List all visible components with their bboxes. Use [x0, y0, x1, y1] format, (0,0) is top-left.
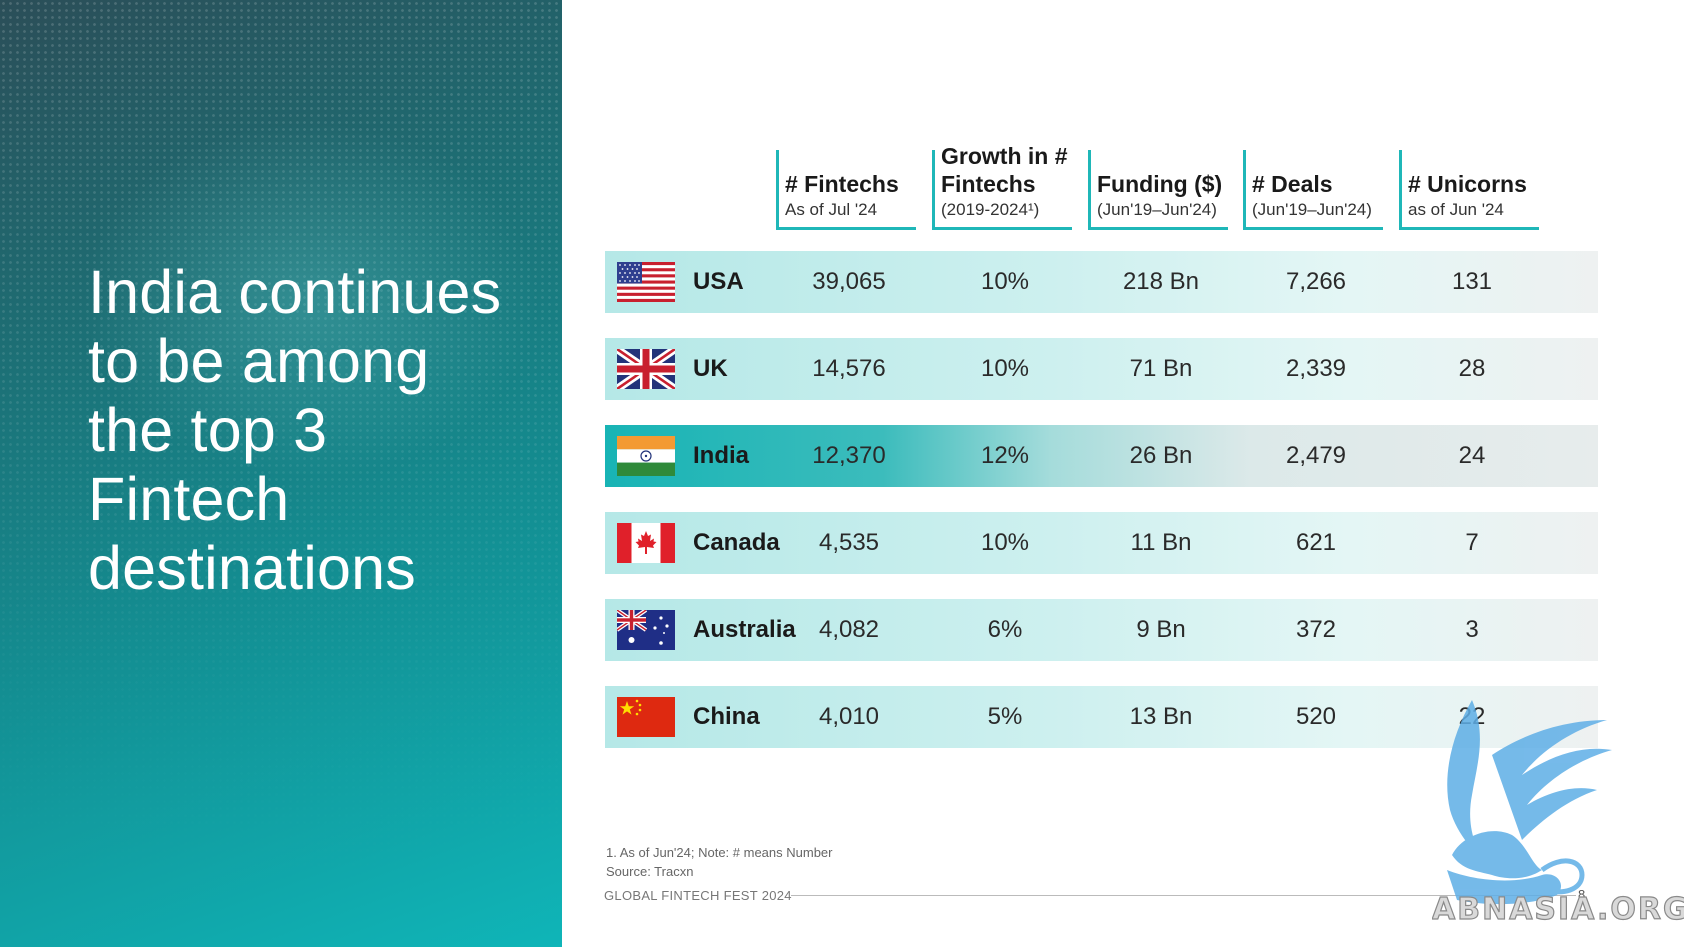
column-title: # Fintechs: [785, 171, 899, 197]
griffin-icon: ABNASIA.ORG: [1431, 700, 1684, 928]
cell-deals: 2,479: [1285, 442, 1347, 469]
footnote-source: Source: Tracxn: [606, 864, 694, 879]
country-name: Canada: [693, 529, 780, 556]
india-flag-icon: [617, 436, 675, 476]
column-header-growth: Growth in # Fintechs (2019-2024¹): [932, 143, 1072, 230]
cell-fintechs: 4,535: [818, 529, 880, 556]
cell-funding: 9 Bn: [1136, 616, 1186, 643]
cell-growth: 10%: [980, 355, 1030, 382]
map-glow-decoration: [80, 120, 540, 480]
table-row-china: China 4,010 5% 13 Bn 520 22: [605, 686, 1598, 748]
cell-unicorns: 28: [1458, 355, 1486, 382]
cell-fintechs: 12,370: [812, 442, 886, 469]
footnote: 1. As of Jun'24; Note: # means Number So…: [606, 843, 833, 881]
country-name: India: [693, 442, 750, 469]
cell-deals: 372: [1295, 616, 1337, 643]
country-name: China: [693, 703, 760, 730]
column-header-funding: Funding ($) (Jun'19–Jun'24): [1088, 150, 1228, 230]
column-header-deals: # Deals (Jun'19–Jun'24): [1243, 150, 1383, 230]
footer-brand: GLOBAL FINTECH FEST 2024: [604, 888, 792, 903]
column-header-fintechs: # Fintechs As of Jul '24: [776, 150, 916, 230]
watermark-text: ABNASIA.ORG: [1432, 892, 1684, 927]
page-number: 8: [1578, 887, 1586, 902]
cell-funding: 218 Bn: [1122, 268, 1200, 295]
cell-funding: 13 Bn: [1129, 703, 1193, 730]
table-row-uk: UK 14,576 10% 71 Bn 2,339 28: [605, 338, 1598, 400]
cell-fintechs: 39,065: [812, 268, 886, 295]
table-row-india: India 12,370 12% 26 Bn 2,479 24: [605, 425, 1598, 487]
china-flag-icon: [617, 697, 675, 737]
column-subtitle: (2019-2024¹): [941, 200, 1040, 219]
cell-unicorns: 24: [1458, 442, 1486, 469]
cell-deals: 520: [1295, 703, 1337, 730]
cell-growth: 10%: [980, 529, 1030, 556]
headline: India continues to be among the top 3 Fi…: [88, 258, 502, 602]
cell-unicorns: 7: [1465, 529, 1479, 556]
watermark: ABNASIA.ORG: [1431, 695, 1684, 947]
column-header-unicorns: # Unicorns as of Jun '24: [1399, 150, 1539, 230]
canada-flag-icon: [617, 523, 675, 563]
left-panel: India continues to be among the top 3 Fi…: [0, 0, 562, 947]
usa-flag-icon: [617, 262, 675, 302]
cell-funding: 26 Bn: [1129, 442, 1193, 469]
country-name: USA: [693, 268, 744, 295]
cell-growth: 12%: [980, 442, 1030, 469]
cell-funding: 71 Bn: [1129, 355, 1193, 382]
cell-growth: 6%: [987, 616, 1023, 643]
column-subtitle: (Jun'19–Jun'24): [1252, 200, 1372, 219]
australia-flag-icon: [617, 610, 675, 650]
cell-funding: 11 Bn: [1130, 529, 1192, 556]
table-row-canada: Canada 4,535 10% 11 Bn 621 7: [605, 512, 1598, 574]
uk-flag-icon: [617, 349, 675, 389]
cell-deals: 2,339: [1285, 355, 1347, 382]
column-title: # Deals: [1252, 171, 1333, 197]
country-name: UK: [693, 355, 728, 382]
cell-growth: 5%: [987, 703, 1023, 730]
table-row-usa: USA 39,065 10% 218 Bn 7,266 131: [605, 251, 1598, 313]
column-subtitle: (Jun'19–Jun'24): [1097, 200, 1217, 219]
cell-fintechs: 4,010: [818, 703, 880, 730]
column-title: Funding ($): [1097, 171, 1223, 197]
table-row-australia: Australia 4,082 6% 9 Bn 372 3: [605, 599, 1598, 661]
dot-pattern-background: [0, 0, 562, 947]
column-subtitle: as of Jun '24: [1408, 200, 1504, 219]
column-title: # Unicorns: [1408, 171, 1527, 197]
cell-fintechs: 4,082: [818, 616, 880, 643]
country-name: Australia: [693, 616, 796, 643]
footnote-note: 1. As of Jun'24; Note: # means Number: [606, 845, 833, 860]
cell-unicorns: 131: [1451, 268, 1493, 295]
column-subtitle: As of Jul '24: [785, 200, 878, 219]
cell-deals: 621: [1295, 529, 1337, 556]
cell-deals: 7,266: [1285, 268, 1347, 295]
cell-unicorns: 3: [1465, 616, 1479, 643]
cell-growth: 10%: [980, 268, 1030, 295]
column-title: Growth in # Fintechs: [941, 143, 1068, 197]
cell-fintechs: 14,576: [812, 355, 886, 382]
footer-divider: [791, 895, 1576, 896]
